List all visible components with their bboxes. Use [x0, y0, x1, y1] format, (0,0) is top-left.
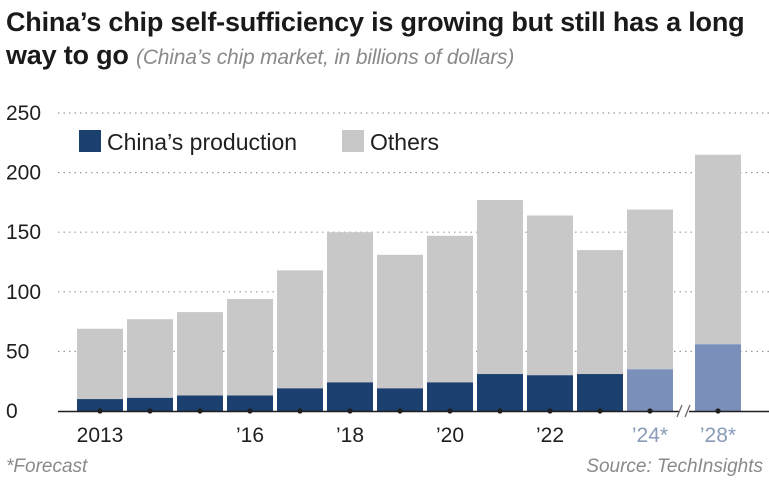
x-tick-label: ’20 [436, 424, 464, 447]
y-tick-label: 50 [6, 340, 29, 363]
bar-china-2 [177, 395, 223, 411]
x-tick-label: ’24* [632, 424, 668, 447]
x-tick-dot [715, 408, 721, 414]
bar-others-2 [177, 312, 223, 396]
x-axis: 2013 ’16 ’18 ’20 ’22 ’24* ’28* [58, 404, 769, 447]
x-tick-dot [147, 408, 153, 414]
x-tick-dot [297, 408, 303, 414]
bar-others-6 [377, 254, 423, 389]
bar-others-1 [127, 319, 173, 398]
x-tick-dot [347, 408, 353, 414]
x-tick-dot [97, 408, 103, 414]
axis-break-mark [676, 404, 683, 418]
source-note: Source: TechInsights [586, 456, 763, 477]
legend: China’s production Others [79, 129, 439, 155]
chart-title: China’s chip self-sufficiency is growing… [6, 6, 766, 74]
bar-china-12 [695, 344, 741, 411]
x-tick-label: 2013 [77, 424, 124, 447]
x-tick-dot [547, 408, 553, 414]
x-tick-dot [197, 408, 203, 414]
bar-china-10 [577, 374, 623, 411]
x-tick-label: ’16 [236, 424, 264, 447]
bar-others-0 [77, 328, 123, 400]
x-tick-dot [497, 408, 503, 414]
bar-others-11 [627, 209, 673, 370]
bar-others-12 [695, 154, 741, 345]
x-tick-dot [397, 408, 403, 414]
y-tick-label: 100 [6, 281, 41, 304]
bars [77, 154, 741, 411]
x-tick-dot [647, 408, 653, 414]
legend-swatch-1 [342, 130, 364, 152]
bar-china-4 [277, 388, 323, 411]
y-tick-label: 150 [6, 221, 41, 244]
x-tick-dot [597, 408, 603, 414]
x-tick-label: ’28* [700, 424, 736, 447]
bar-others-3 [227, 298, 273, 396]
bar-china-5 [327, 382, 373, 411]
x-tick-dot [447, 408, 453, 414]
bar-china-7 [427, 382, 473, 411]
bar-china-6 [377, 388, 423, 411]
x-tick-label: ’18 [336, 424, 364, 447]
y-tick-label: 0 [6, 400, 18, 423]
x-tick-dot [247, 408, 253, 414]
legend-swatch-0 [79, 130, 101, 152]
bar-china-3 [227, 395, 273, 411]
bar-others-7 [427, 235, 473, 383]
x-tick-label: ’22 [536, 424, 564, 447]
bar-china-9 [527, 375, 573, 411]
chart-subtitle: (China’s chip market, in billions of dol… [136, 46, 515, 69]
bar-china-11 [627, 369, 673, 411]
y-tick-label: 200 [6, 162, 41, 185]
bar-others-8 [477, 200, 523, 375]
y-axis-tick-labels: 0 50 100 150 200 250 [6, 102, 41, 423]
bar-china-8 [477, 374, 523, 411]
bar-others-9 [527, 215, 573, 376]
forecast-footnote: *Forecast [6, 456, 88, 477]
bar-others-5 [327, 232, 373, 383]
legend-label-1: Others [370, 129, 439, 155]
bar-others-4 [277, 270, 323, 389]
y-tick-label: 250 [6, 102, 41, 125]
title-text: China’s chip self-sufficiency is growing… [6, 7, 745, 70]
bar-china-1 [127, 397, 173, 411]
bar-china-0 [77, 399, 123, 411]
axis-break-mark [684, 404, 691, 418]
bar-others-10 [577, 250, 623, 375]
legend-label-0: China’s production [107, 129, 297, 155]
